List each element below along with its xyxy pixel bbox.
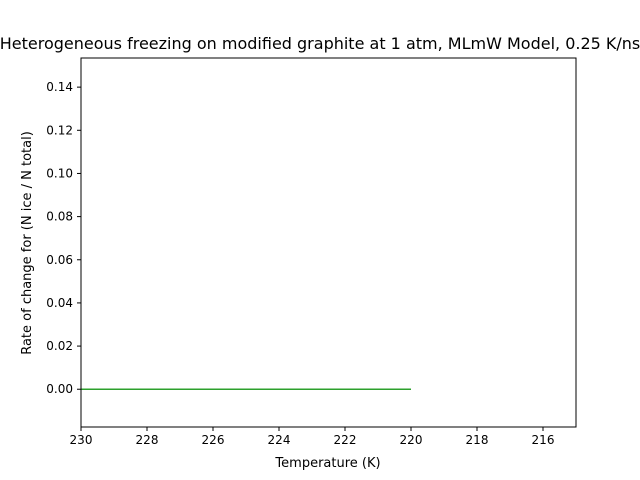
x-tick-label-7: 216 <box>532 433 555 447</box>
x-tick-label-6: 218 <box>466 433 489 447</box>
plot-frame <box>80 57 577 428</box>
x-axis-label: Temperature (K) <box>274 456 380 471</box>
y-tick-label-2: 0.04 <box>46 296 73 310</box>
x-tick-label-3: 224 <box>268 433 291 447</box>
y-tick-label-1: 0.02 <box>46 339 73 353</box>
y-tick-label-7: 0.14 <box>46 80 73 94</box>
y-tick-label-4: 0.08 <box>46 210 73 224</box>
y-tick-label-3: 0.06 <box>46 253 73 267</box>
y-axis-label: Rate of change for (N ice / N total) <box>20 131 35 355</box>
y-tick-label-5: 0.10 <box>46 166 73 180</box>
x-tick-label-5: 220 <box>400 433 423 447</box>
x-tick-label-1: 228 <box>136 433 159 447</box>
x-tick-label-0: 230 <box>70 433 93 447</box>
x-tick-label-2: 226 <box>202 433 225 447</box>
chart-title: Heterogeneous freezing on modified graph… <box>0 34 640 53</box>
axes-layer: 230 228 226 224 222 220 218 216 0.00 0.02 0.04 0.06… <box>46 57 577 447</box>
plot-layer <box>81 58 576 427</box>
y-tick-label-6: 0.12 <box>46 123 73 137</box>
plot-area <box>81 58 576 427</box>
y-tick-label-0: 0.00 <box>46 382 73 396</box>
x-tick-label-4: 222 <box>334 433 357 447</box>
